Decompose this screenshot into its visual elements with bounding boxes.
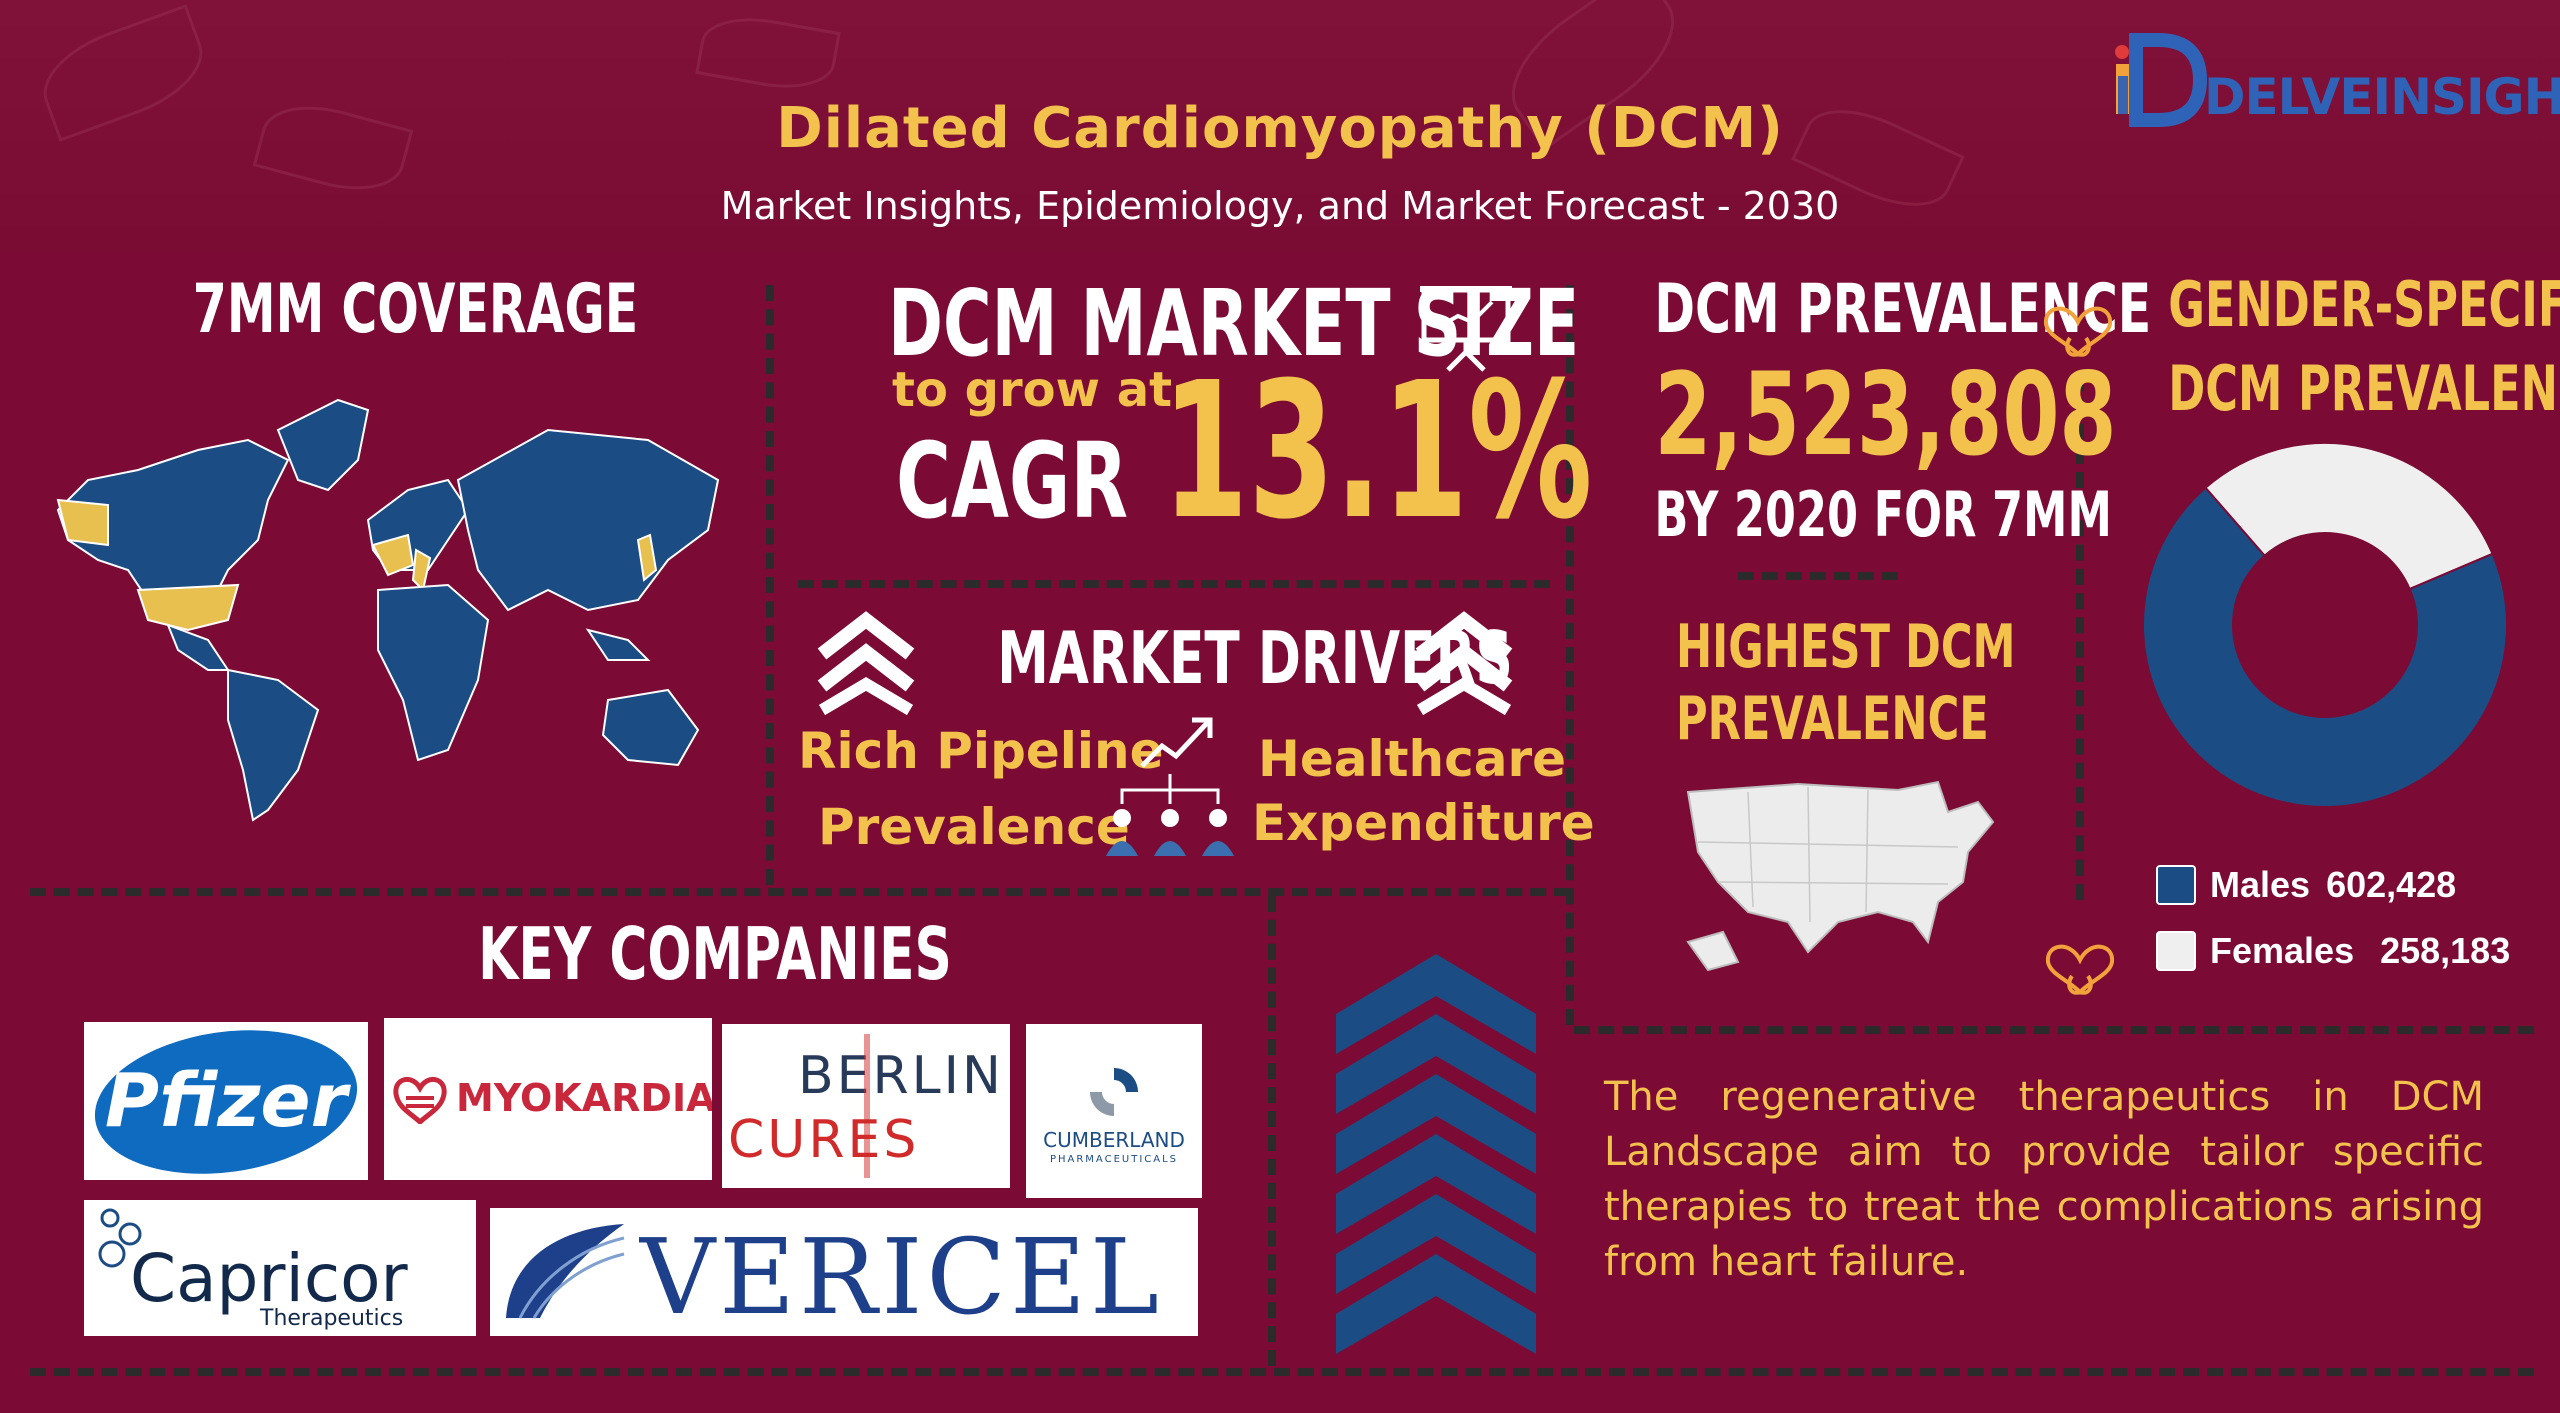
gender-line1: GENDER-SPECIFIC: [2168, 268, 2560, 341]
driver-expenditure: Expenditure: [1252, 794, 1595, 852]
regenerative-note: The regenerative therapeutics in DCM Lan…: [1604, 1074, 2484, 1285]
divider: [1574, 1026, 2534, 1034]
cures-text: CURES: [728, 1110, 920, 1170]
legend-males: Males 602,428: [2156, 864, 2456, 906]
logo-mark-icon: [2115, 33, 2208, 127]
growth-arrow-icon: [1140, 717, 1213, 768]
cumberland-text: CUMBERLAND: [1043, 1128, 1185, 1152]
pfizer-text: Pfizer: [104, 1058, 348, 1144]
companies-heading: KEY COMPANIES: [478, 912, 952, 996]
highest-line2: PREVALENCE: [1676, 684, 1989, 754]
vericel-text: VERICEL: [640, 1216, 1163, 1336]
delveinsight-logo: DELVEINSIGHT: [2108, 30, 2560, 130]
legend-swatch: [2156, 931, 2196, 971]
divider: [30, 1368, 2534, 1376]
driver-healthcare: Healthcare: [1258, 730, 1567, 788]
legend-label: Females: [2210, 930, 2355, 971]
divider: [766, 285, 774, 885]
capricor-text: Capricor: [130, 1240, 408, 1317]
capricor-subtext: Therapeutics: [260, 1306, 404, 1331]
capricor-mark-icon: [98, 1208, 142, 1268]
hearts-icon: [2043, 306, 2113, 357]
gender-line2: DCM PREVALENCE: [2168, 352, 2560, 425]
prevalence-note: BY 2020 FOR 7MM: [1654, 478, 2112, 551]
driver-rich-pipeline: Rich Pipeline: [798, 722, 1164, 780]
chevron-up-icon: [1415, 611, 1513, 716]
gender-donut-chart: [2142, 442, 2508, 808]
cagr-value: 13.1%: [1162, 342, 1593, 561]
prevalence-heading: DCM PREVALENCE: [1654, 270, 2152, 349]
divider: [2076, 375, 2084, 900]
berlin-cures-logo: BERLIN CURES: [722, 1024, 1010, 1188]
highest-line1: HIGHEST DCM: [1676, 612, 2016, 682]
myokardia-text: MYOKARDIA: [456, 1076, 712, 1120]
to-grow-label: to grow at: [892, 362, 1173, 418]
berlin-text: BERLIN: [798, 1046, 1004, 1106]
leaf-decoration: [695, 8, 841, 98]
divider: [798, 580, 1550, 588]
cagr-label: CAGR: [896, 420, 1129, 542]
vericel-logo: VERICEL: [490, 1208, 1198, 1336]
drivers-heading: MARKET DRIVERS: [997, 616, 1513, 700]
chevron-up-icon: [817, 611, 915, 716]
brand-name: DELVEINSIGHT: [2204, 68, 2560, 126]
capricor-logo: Capricor Therapeutics: [84, 1200, 476, 1336]
chevron-stack-icon: [1336, 954, 1536, 1354]
donut-slice-males: [2142, 486, 2508, 808]
dna-strand-icon: [864, 1034, 870, 1178]
divider: [1566, 285, 1574, 1025]
heart-icon: [393, 1077, 447, 1124]
myokardia-logo: MYOKARDIA: [384, 1018, 712, 1180]
divider: [30, 888, 1570, 896]
divider: [1268, 896, 1276, 1366]
cumberland-subtext: PHARMACEUTICALS: [1049, 1154, 1179, 1165]
divider: [1738, 572, 1898, 580]
cumberland-logo: CUMBERLAND PHARMACEUTICALS: [1026, 1024, 1202, 1198]
world-map-icon: [56, 398, 720, 822]
page-subtitle: Market Insights, Epidemiology, and Marke…: [720, 184, 1840, 228]
team-people-icon: [1106, 774, 1234, 856]
presentation-board-icon: [1420, 286, 1512, 372]
pfizer-oval-icon: [94, 1030, 358, 1174]
page-title: Dilated Cardiomyopathy (DCM): [776, 96, 1784, 161]
donut-slice-females: [2204, 442, 2494, 591]
pfizer-logo: Pfizer: [84, 1022, 368, 1180]
prevalence-value: 2,523,808: [1654, 348, 2117, 481]
legend-females: Females 258,183: [2156, 930, 2510, 972]
legend-value: 258,183: [2380, 930, 2511, 971]
coverage-heading: 7MM COVERAGE: [192, 270, 639, 349]
legend-value: 602,428: [2326, 864, 2457, 905]
legend-swatch: [2156, 865, 2196, 905]
usa-map-icon: [1686, 780, 1995, 972]
driver-prevalence: Prevalence: [818, 798, 1130, 856]
hearts-icon: [2045, 944, 2115, 995]
legend-label: Males: [2210, 864, 2311, 905]
cumberland-mark-icon: [1090, 1068, 1138, 1116]
vericel-swoosh-icon: [506, 1224, 625, 1319]
